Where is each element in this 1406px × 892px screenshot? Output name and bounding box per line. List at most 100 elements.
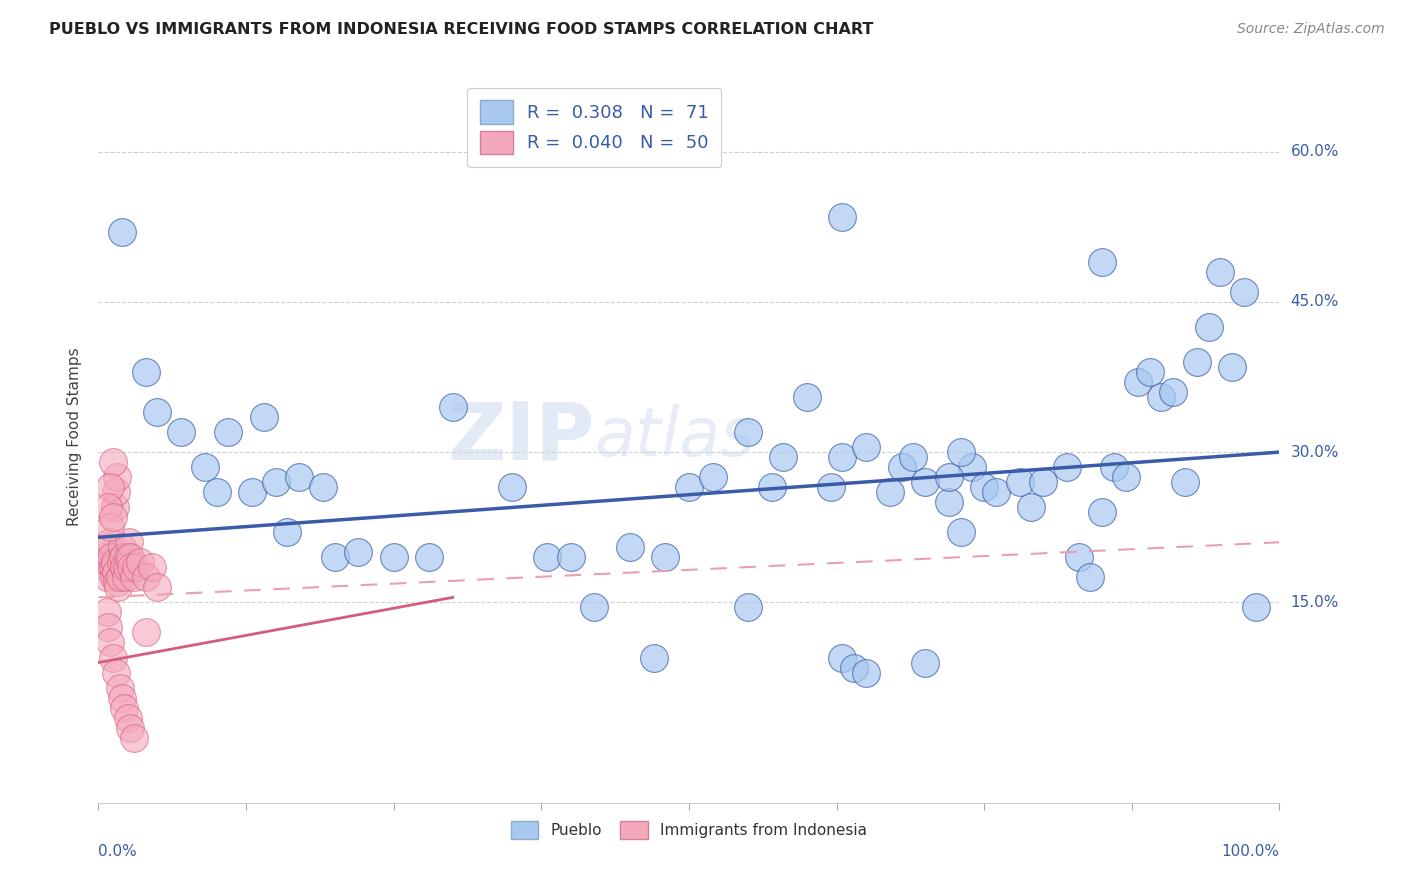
Text: 0.0%: 0.0%: [98, 845, 138, 860]
Point: [118, 535, 141, 549]
Point: [984, 485, 1007, 500]
Point: [103, 570, 125, 584]
Point: [1198, 319, 1220, 334]
Point: [93, 550, 115, 565]
Point: [105, 566, 128, 580]
Point: [1220, 359, 1243, 374]
Point: [135, 570, 157, 584]
Point: [94, 560, 117, 574]
Point: [1244, 600, 1267, 615]
Point: [441, 400, 464, 414]
Point: [938, 470, 960, 484]
Point: [194, 460, 217, 475]
Point: [101, 650, 124, 665]
Point: [120, 550, 142, 565]
Point: [1161, 384, 1184, 399]
Point: [110, 555, 132, 569]
Point: [1067, 550, 1090, 565]
Point: [501, 480, 523, 494]
Point: [1091, 505, 1114, 519]
Point: [1080, 570, 1102, 584]
Point: [1150, 390, 1173, 404]
Point: [97, 555, 120, 569]
Point: [949, 445, 972, 459]
Point: [107, 580, 129, 594]
Point: [105, 470, 128, 484]
Point: [105, 665, 128, 680]
Point: [240, 485, 263, 500]
Point: [128, 555, 150, 569]
Point: [1139, 365, 1161, 379]
Point: [1032, 475, 1054, 490]
Point: [914, 475, 936, 490]
Point: [737, 425, 759, 439]
Text: Source: ZipAtlas.com: Source: ZipAtlas.com: [1237, 22, 1385, 37]
Point: [100, 550, 122, 565]
Text: atlas: atlas: [595, 404, 755, 470]
Point: [104, 555, 127, 569]
Point: [702, 470, 724, 484]
Point: [135, 625, 157, 640]
Point: [820, 480, 842, 494]
Point: [146, 580, 169, 594]
Point: [108, 681, 131, 695]
Point: [654, 550, 676, 565]
Text: 30.0%: 30.0%: [1291, 444, 1339, 459]
Point: [583, 600, 606, 615]
Text: ZIP: ZIP: [447, 398, 595, 476]
Point: [111, 690, 134, 705]
Text: 60.0%: 60.0%: [1291, 144, 1339, 159]
Point: [312, 480, 335, 494]
Point: [101, 560, 124, 574]
Text: PUEBLO VS IMMIGRANTS FROM INDONESIA RECEIVING FOOD STAMPS CORRELATION CHART: PUEBLO VS IMMIGRANTS FROM INDONESIA RECE…: [49, 22, 873, 37]
Point: [105, 575, 128, 590]
Point: [96, 570, 118, 584]
Point: [1021, 500, 1043, 515]
Point: [1056, 460, 1078, 475]
Point: [619, 541, 641, 555]
Point: [112, 560, 135, 574]
Point: [115, 560, 138, 574]
Point: [1115, 470, 1137, 484]
Point: [831, 650, 853, 665]
Text: 15.0%: 15.0%: [1291, 595, 1339, 610]
Point: [101, 455, 124, 469]
Legend: Pueblo, Immigrants from Indonesia: Pueblo, Immigrants from Indonesia: [501, 810, 877, 850]
Point: [831, 210, 853, 224]
Y-axis label: Receiving Food Stamps: Receiving Food Stamps: [67, 348, 83, 526]
Point: [1209, 265, 1232, 279]
Point: [418, 550, 440, 565]
Point: [111, 541, 134, 555]
Point: [122, 570, 145, 584]
Point: [122, 731, 145, 745]
Point: [205, 485, 228, 500]
Point: [949, 525, 972, 540]
Point: [962, 460, 984, 475]
Point: [536, 550, 558, 565]
Point: [141, 560, 163, 574]
Point: [101, 510, 124, 524]
Point: [96, 606, 118, 620]
Point: [98, 635, 121, 649]
Point: [104, 500, 127, 515]
Point: [323, 550, 346, 565]
Point: [1185, 355, 1208, 369]
Point: [98, 520, 121, 534]
Point: [1091, 254, 1114, 268]
Point: [98, 480, 121, 494]
Point: [146, 405, 169, 419]
Point: [112, 700, 135, 714]
Text: 100.0%: 100.0%: [1222, 845, 1279, 860]
Point: [772, 450, 794, 464]
Point: [114, 570, 136, 584]
Point: [737, 600, 759, 615]
Point: [914, 656, 936, 670]
Point: [108, 570, 131, 584]
Point: [855, 440, 877, 454]
Point: [844, 660, 866, 674]
Point: [120, 721, 142, 735]
Point: [903, 450, 925, 464]
Point: [217, 425, 239, 439]
Point: [938, 495, 960, 509]
Point: [855, 665, 877, 680]
